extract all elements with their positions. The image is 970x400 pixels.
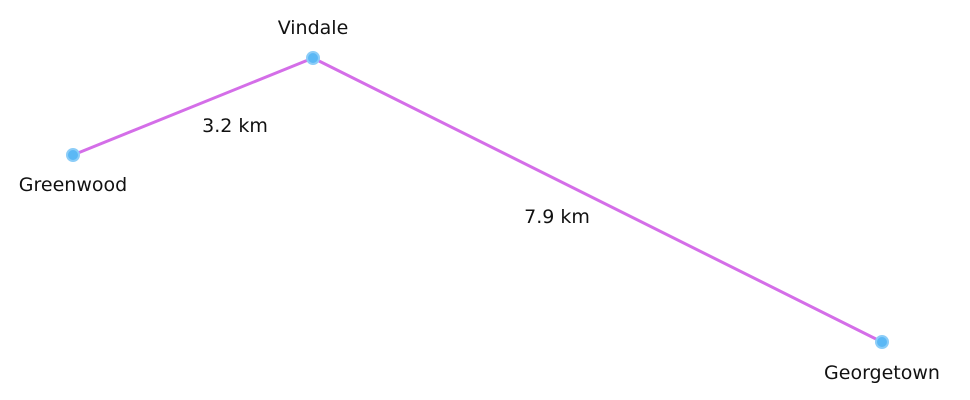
node-greenwood[interactable] bbox=[66, 148, 80, 162]
edge-vindale-georgetown bbox=[311, 56, 884, 344]
node-label-greenwood: Greenwood bbox=[19, 174, 127, 196]
node-vindale[interactable] bbox=[306, 51, 320, 65]
node-label-georgetown: Georgetown bbox=[824, 362, 940, 384]
edge-label-greenwood-vindale: 3.2 km bbox=[202, 115, 268, 137]
edge-label-vindale-georgetown: 7.9 km bbox=[524, 206, 590, 228]
node-georgetown[interactable] bbox=[875, 335, 889, 349]
node-label-vindale: Vindale bbox=[278, 17, 349, 39]
edge-greenwood-vindale bbox=[71, 56, 315, 157]
